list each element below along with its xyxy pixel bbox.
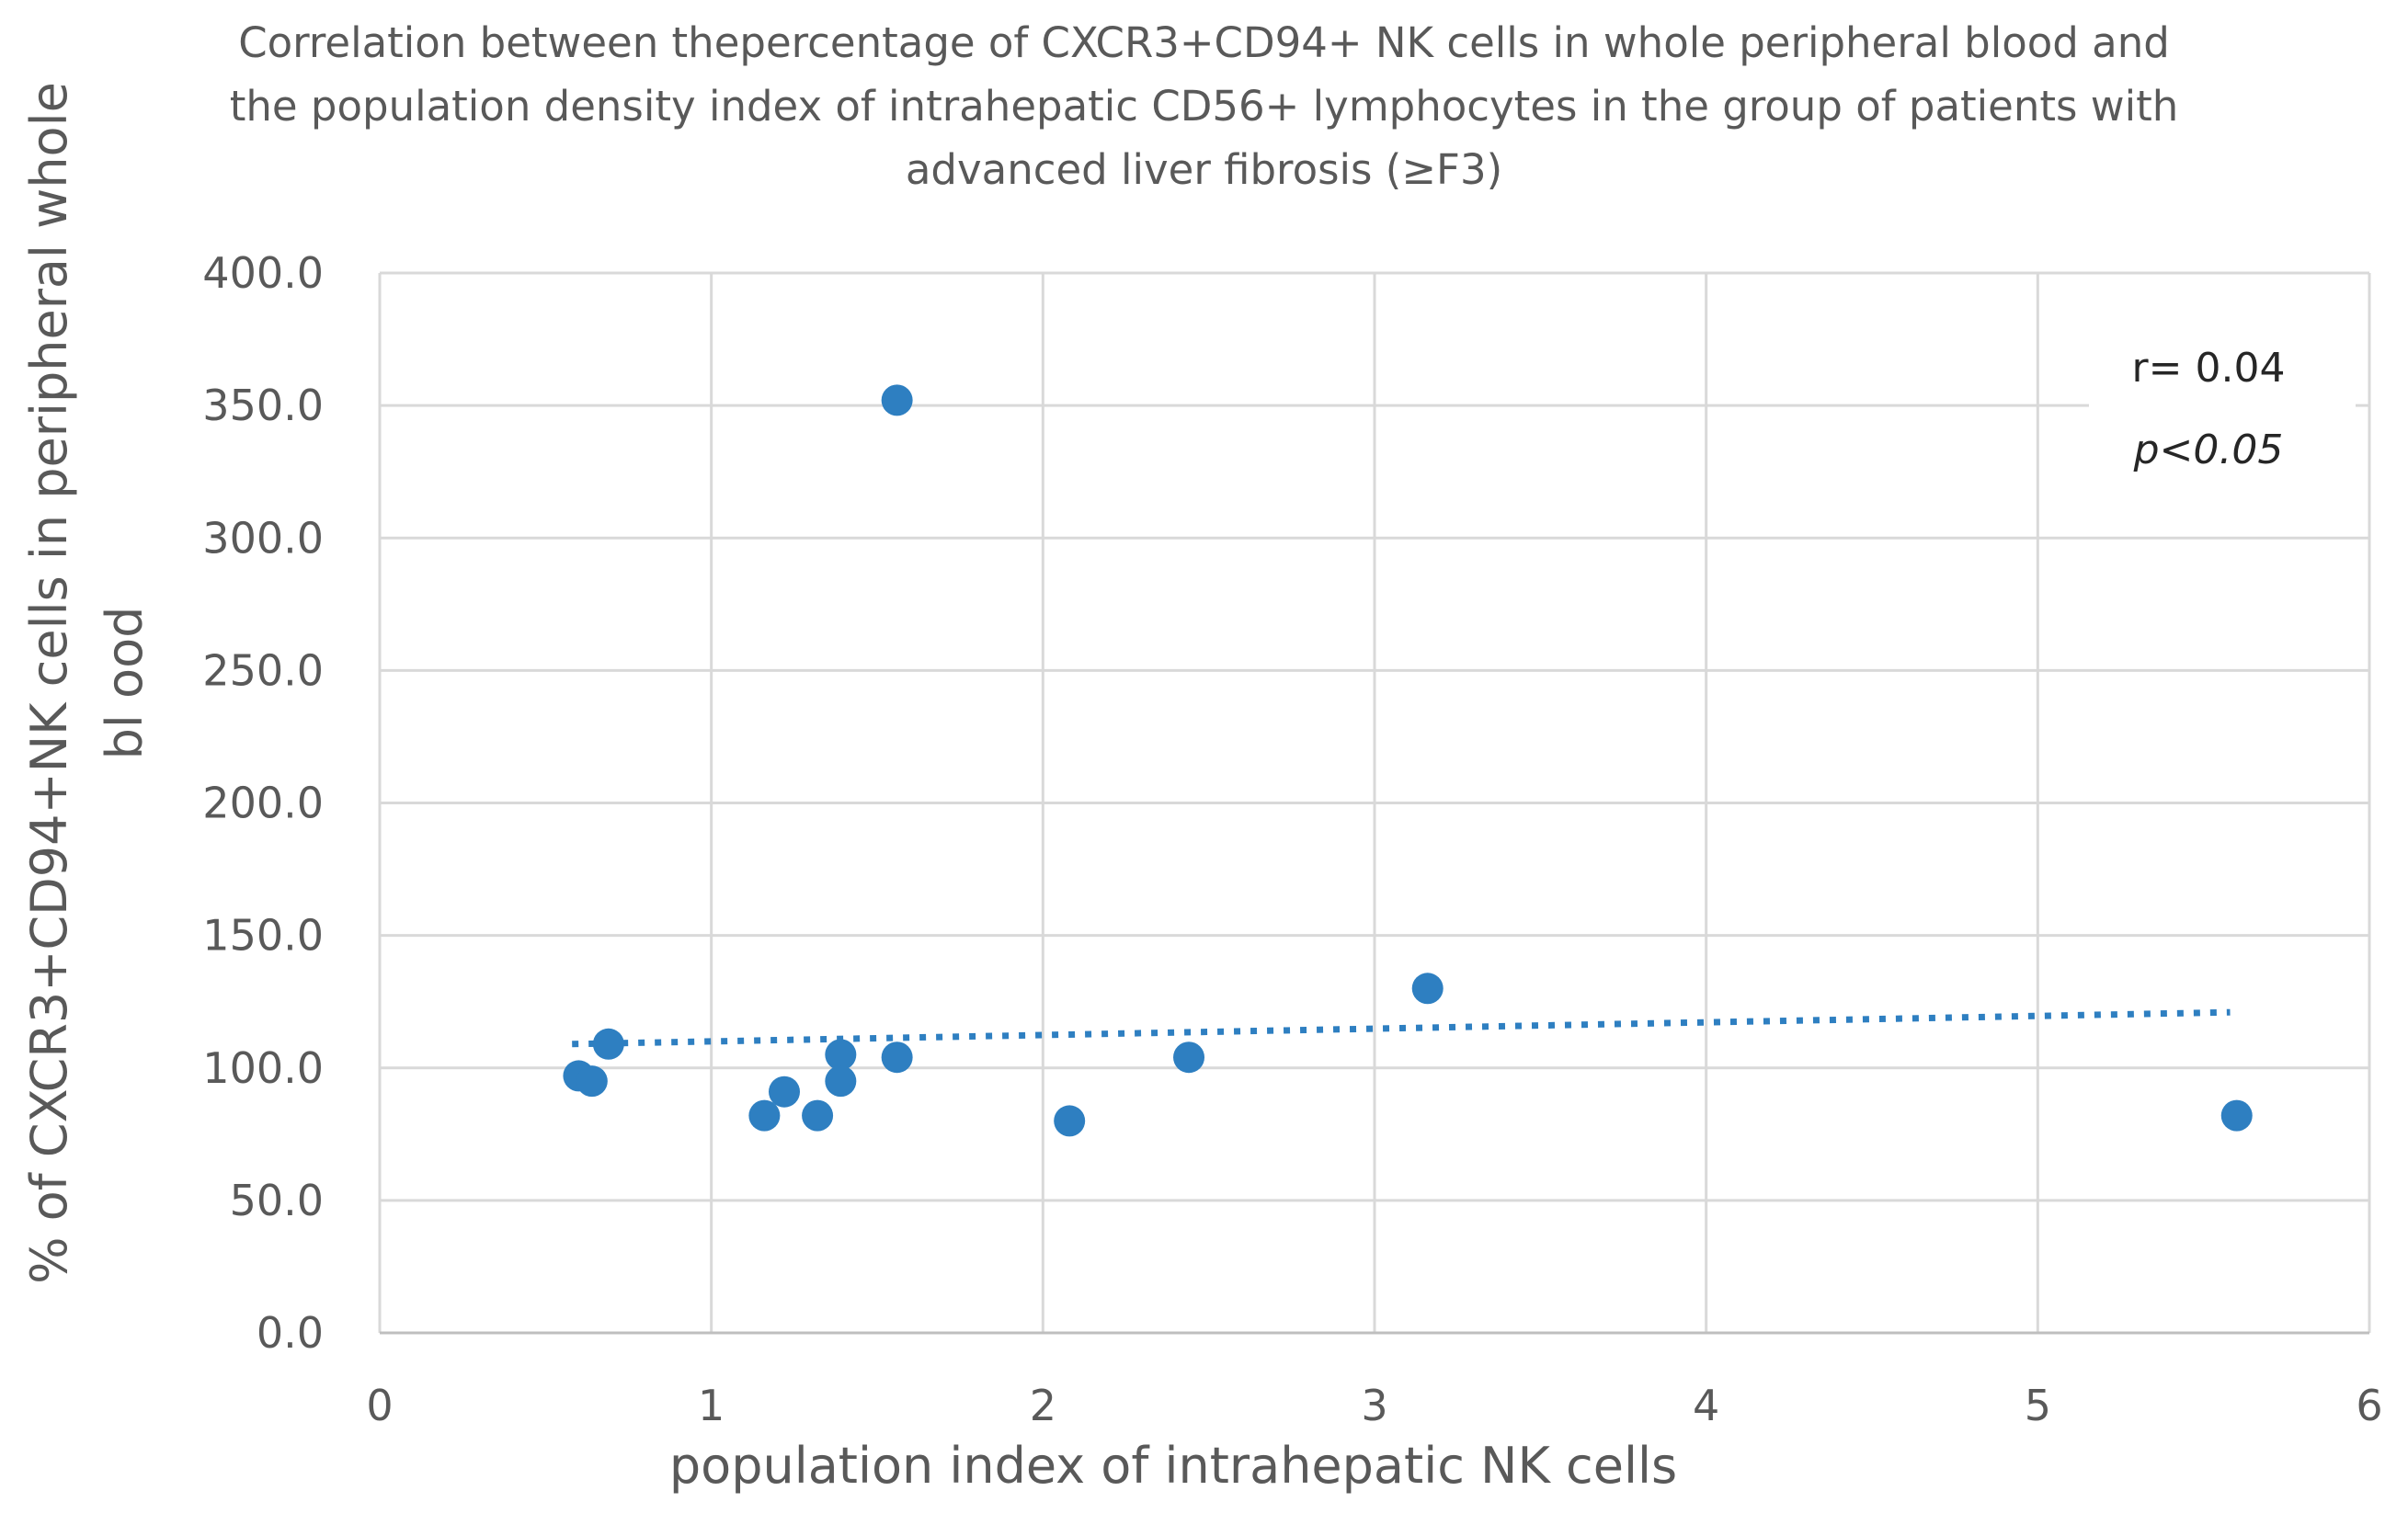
y-tick-label-7: 350.0: [202, 381, 324, 430]
y-tick-label-1: 50.0: [230, 1176, 324, 1225]
y-axis-title-line-2: bl ood: [96, 607, 154, 760]
y-tick-label-2: 100.0: [202, 1043, 324, 1093]
x-tick-label-1: 1: [698, 1381, 725, 1430]
x-tick-label-0: 0: [366, 1381, 393, 1430]
data-point-11: [802, 1099, 834, 1132]
x-axis-ticks: 0 1 2 3 4 5 6: [366, 1381, 2382, 1430]
y-axis-title-line-1: % of CXCR3+CD94+NK cells in peripheral w…: [20, 82, 78, 1284]
chart-title-line-3: advanced liver fibrosis (≥F3): [905, 145, 1503, 194]
data-point-0: [881, 384, 913, 416]
data-point-4: [576, 1065, 608, 1098]
x-tick-label-6: 6: [2356, 1381, 2382, 1430]
data-points: [563, 384, 2253, 1137]
y-tick-label-3: 150.0: [202, 911, 324, 961]
chart-title-line-2: the population density index of intrahep…: [229, 82, 2179, 131]
data-point-8: [1173, 1041, 1205, 1074]
data-point-1: [1411, 973, 1444, 1005]
data-point-6: [825, 1065, 857, 1098]
y-axis-ticks: 0.0 50.0 100.0 150.0 200.0 250.0 300.0 350.0 400…: [202, 248, 324, 1358]
annotation-box: [2089, 317, 2356, 409]
r-value-annotation: r= 0.04: [2132, 345, 2286, 392]
data-point-13: [2220, 1099, 2253, 1132]
y-tick-label-6: 300.0: [202, 513, 324, 563]
x-tick-label-2: 2: [1030, 1381, 1056, 1430]
chart-title-line-1: Correlation between thepercentage of CXC…: [238, 18, 2170, 67]
data-point-10: [748, 1099, 781, 1132]
data-point-9: [769, 1075, 801, 1108]
trendline-path: [572, 1008, 2231, 1048]
x-axis-title: population index of intrahepatic NK cell…: [669, 1437, 1677, 1495]
y-tick-label-8: 400.0: [202, 248, 324, 298]
data-point-2: [592, 1028, 624, 1060]
y-tick-label-4: 200.0: [202, 779, 324, 828]
p-value-annotation: p<0.05: [2133, 427, 2284, 473]
x-tick-label-5: 5: [2025, 1381, 2051, 1430]
trendline: [572, 1008, 2231, 1048]
y-tick-label-5: 250.0: [202, 645, 324, 695]
data-point-7: [881, 1041, 913, 1074]
data-point-12: [1054, 1105, 1086, 1137]
data-point-5: [825, 1039, 857, 1071]
y-tick-label-0: 0.0: [257, 1308, 324, 1358]
grid-lines: [378, 271, 2371, 1335]
x-tick-label-3: 3: [1361, 1381, 1387, 1430]
x-tick-label-4: 4: [1693, 1381, 1719, 1430]
